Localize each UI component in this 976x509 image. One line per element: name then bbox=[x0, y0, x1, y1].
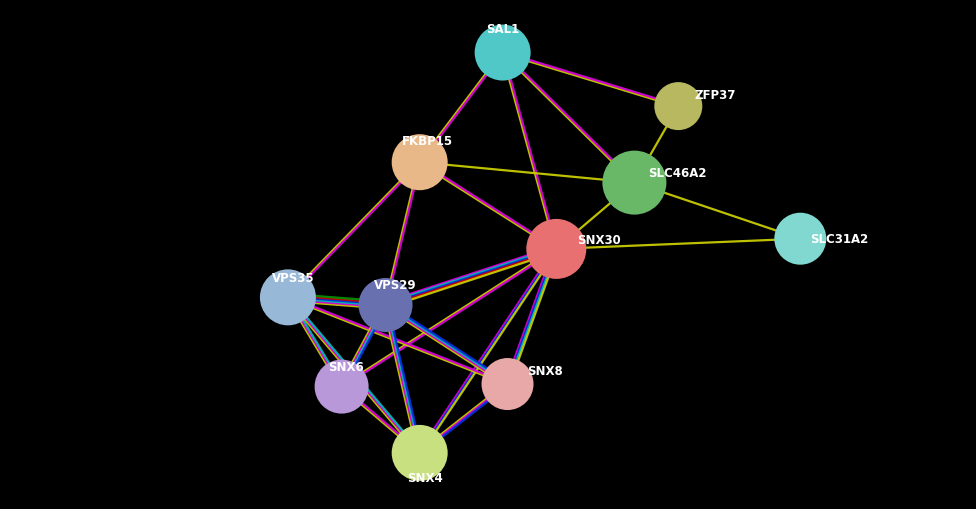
Ellipse shape bbox=[526, 219, 587, 279]
Text: VPS35: VPS35 bbox=[271, 272, 314, 285]
Ellipse shape bbox=[391, 135, 448, 191]
Text: SLC31A2: SLC31A2 bbox=[810, 233, 869, 246]
Text: SLC46A2: SLC46A2 bbox=[648, 166, 707, 180]
Ellipse shape bbox=[474, 25, 531, 81]
Text: FKBP15: FKBP15 bbox=[402, 135, 453, 148]
Ellipse shape bbox=[260, 270, 316, 326]
Text: SNX4: SNX4 bbox=[407, 471, 442, 484]
Text: SNX8: SNX8 bbox=[527, 364, 562, 378]
Text: ZFP37: ZFP37 bbox=[695, 89, 736, 102]
Ellipse shape bbox=[314, 360, 369, 414]
Ellipse shape bbox=[481, 358, 534, 410]
Ellipse shape bbox=[654, 83, 703, 131]
Ellipse shape bbox=[602, 151, 667, 215]
Text: SNX30: SNX30 bbox=[578, 234, 621, 247]
Text: VPS29: VPS29 bbox=[374, 278, 417, 292]
Text: SAL1: SAL1 bbox=[486, 22, 519, 36]
Text: SNX6: SNX6 bbox=[329, 360, 364, 373]
Ellipse shape bbox=[391, 425, 448, 481]
Ellipse shape bbox=[774, 213, 827, 265]
Ellipse shape bbox=[358, 278, 413, 332]
